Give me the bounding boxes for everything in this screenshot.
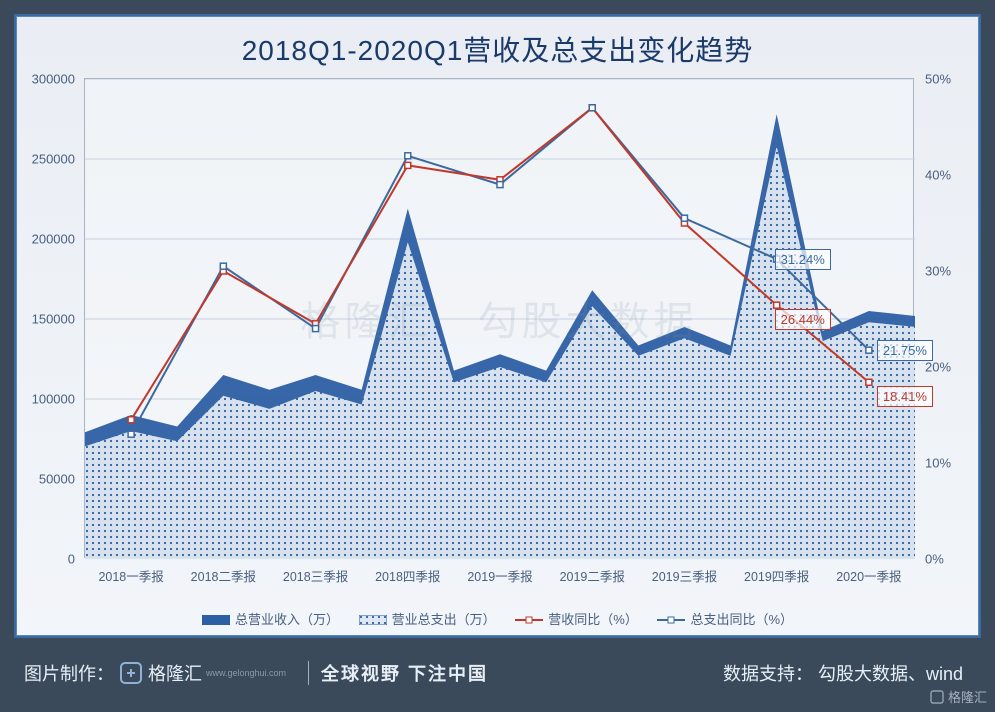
x-tick: 2018四季报 (375, 566, 440, 585)
legend: 总营业收入（万） 营业总支出（万） 营收同比（%） 总支出同比（%） (16, 609, 979, 629)
x-tick: 2018三季报 (283, 566, 348, 585)
support-label: 数据支持： (723, 664, 813, 684)
gelonghui-logo: 格隆汇 www.gelonghui.com (118, 660, 286, 686)
y-left-tick: 200000 (15, 232, 75, 247)
legend-expense-area: 营业总支出（万） (359, 609, 496, 628)
y-right-tick: 20% (925, 360, 975, 375)
y-left-tick: 0 (15, 552, 75, 567)
x-tick: 2019三季报 (652, 566, 717, 585)
data-label: 18.41% (877, 386, 933, 407)
x-tick: 2019二季报 (560, 566, 625, 585)
make-label: 图片制作： (24, 660, 114, 686)
y-left-tick: 250000 (15, 152, 75, 167)
data-label: 21.75% (877, 340, 933, 361)
chart-title: 2018Q1-2020Q1营收及总支出变化趋势 (16, 16, 979, 69)
footer-left: 图片制作： 格隆汇 www.gelonghui.com 全球视野 下注中国 (24, 660, 488, 686)
chart-frame: 2018Q1-2020Q1营收及总支出变化趋势 格隆汇 勾股大数据 050000… (14, 14, 981, 638)
footer-right: 数据支持： 勾股大数据、wind (723, 660, 963, 686)
y-right-tick: 10% (925, 456, 975, 471)
footer: 图片制作： 格隆汇 www.gelonghui.com 全球视野 下注中国 数据… (14, 648, 981, 698)
x-tick: 2020一季报 (836, 566, 901, 585)
support-value: 勾股大数据、wind (818, 664, 963, 684)
data-label: 26.44% (775, 309, 831, 330)
y-left-tick: 100000 (15, 392, 75, 407)
y-right-tick: 40% (925, 168, 975, 183)
corner-watermark: 格隆汇 (930, 687, 987, 706)
y-right-tick: 0% (925, 552, 975, 567)
legend-revenue-yoy: 营收同比（%） (515, 609, 638, 628)
y-left-tick: 50000 (15, 472, 75, 487)
y-left-tick: 300000 (15, 72, 75, 87)
x-tick: 2018二季报 (191, 566, 256, 585)
slogan: 全球视野 下注中国 (321, 660, 488, 686)
x-tick: 2019一季报 (467, 566, 532, 585)
x-tick: 2019四季报 (744, 566, 809, 585)
x-tick: 2018一季报 (98, 566, 163, 585)
y-right-tick: 50% (925, 72, 975, 87)
plot-area: 格隆汇 勾股大数据 050000100000150000200000250000… (84, 78, 914, 558)
legend-expense-yoy: 总支出同比（%） (657, 609, 793, 628)
data-label: 31.24% (775, 249, 831, 270)
y-right-tick: 30% (925, 264, 975, 279)
legend-revenue-area: 总营业收入（万） (202, 609, 339, 628)
y-left-tick: 150000 (15, 312, 75, 327)
